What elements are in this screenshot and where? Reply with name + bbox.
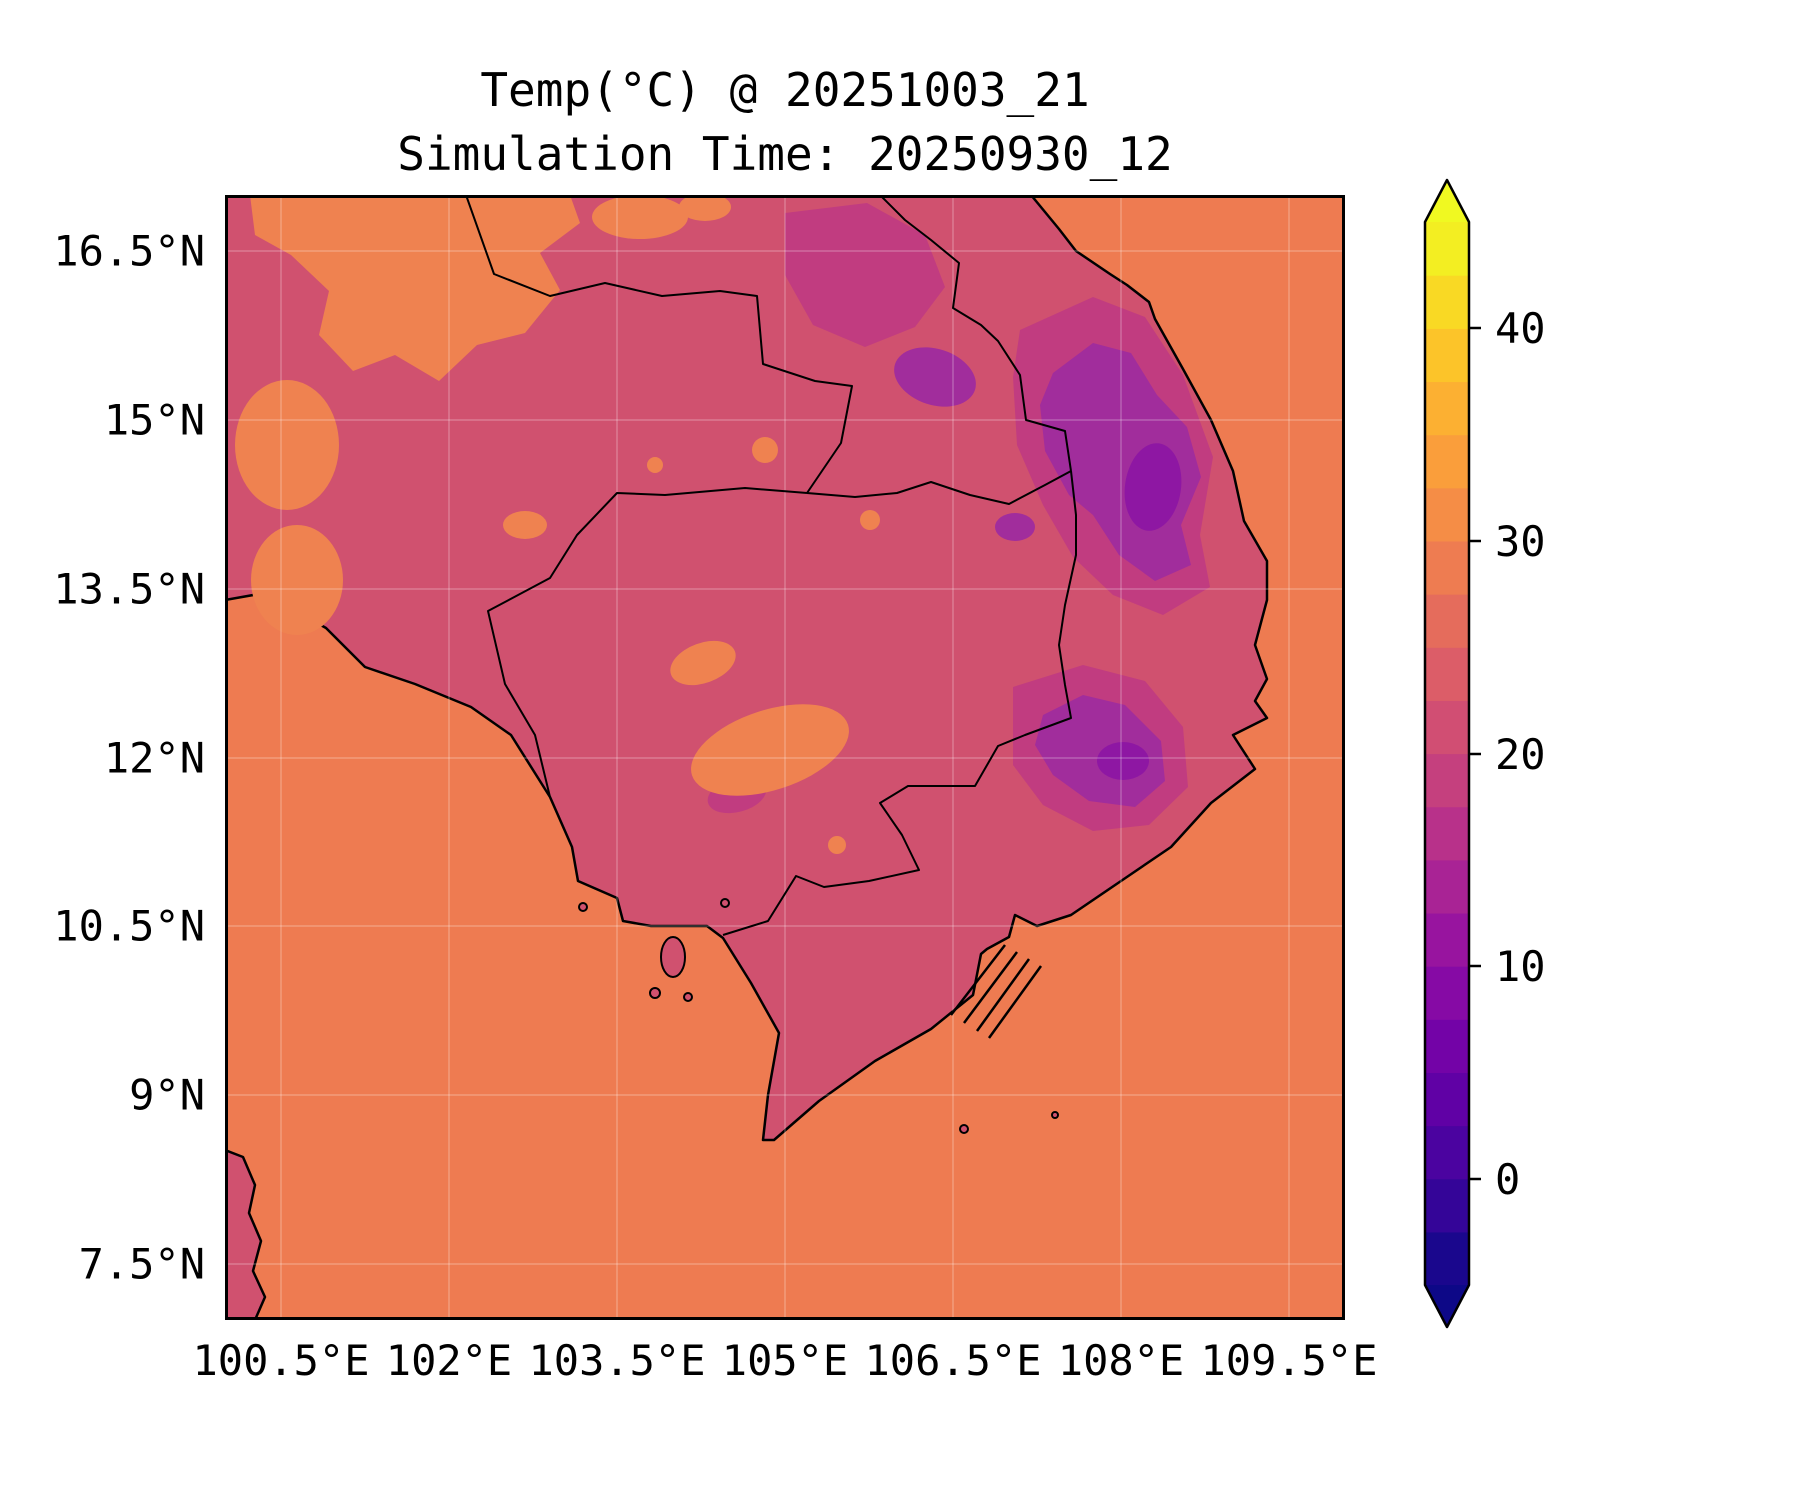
colorbar-under-arrow <box>1425 1285 1469 1327</box>
x-tick-label-3: 105°E <box>721 1336 849 1385</box>
mekong-delta-channels <box>950 944 1043 1039</box>
y-tick-label-3: 12°N <box>103 733 205 783</box>
colorbar-tick-label-40: 40 <box>1495 304 1546 353</box>
plot-title-line2: Simulation Time: 20250930_12 <box>397 127 1173 181</box>
graticule-gridlines <box>225 195 1345 1320</box>
y-tick-label-1: 15°N <box>103 395 205 445</box>
border-cambodia-laos <box>806 470 1072 505</box>
border-thailand-cambodia <box>487 487 808 798</box>
border-laos-vietnam <box>879 195 1072 472</box>
temperature-map <box>225 195 1345 1320</box>
colorbar: 40 30 20 10 0 <box>1423 178 1546 1329</box>
colorbar-tick-label-0: 0 <box>1495 1155 1520 1204</box>
island-phu-quoc <box>660 936 686 978</box>
x-tick-label-1: 102°E <box>385 1336 513 1385</box>
colorbar-ticks <box>1469 326 1481 1181</box>
islands <box>578 898 1059 1134</box>
border-thailand-laos <box>465 195 853 494</box>
x-tick-label-6: 109.5°E <box>1200 1336 1378 1385</box>
country-borders <box>465 195 1077 936</box>
colorbar-tick-label-30: 30 <box>1495 517 1546 566</box>
y-tick-label-2: 13.5°N <box>53 564 205 614</box>
colorbar-tick-label-20: 20 <box>1495 730 1546 779</box>
y-tick-label-0: 16.5°N <box>53 226 205 276</box>
y-tick-label-5: 9°N <box>129 1070 205 1120</box>
colorbar-bands <box>1425 222 1469 1286</box>
x-tick-label-4: 106.5°E <box>864 1336 1042 1385</box>
warm-orange-patches <box>235 195 880 854</box>
y-tick-label-6: 7.5°N <box>78 1239 205 1289</box>
colorbar-tick-label-10: 10 <box>1495 942 1546 991</box>
x-tick-label-2: 103.5°E <box>528 1336 706 1385</box>
landmass-peninsula <box>225 1148 267 1320</box>
axes-frame <box>225 195 1345 1320</box>
plot-title: Temp(°C) @ 20251003_21 Simulation Time: … <box>225 58 1345 186</box>
y-tick-label-4: 10.5°N <box>53 901 205 951</box>
x-tick-label-0: 100.5°E <box>192 1336 370 1385</box>
colorbar-tick-labels: 40 30 20 10 0 <box>1495 304 1546 1204</box>
colorbar-over-arrow <box>1425 180 1469 222</box>
deep-purple-cores <box>1097 443 1182 780</box>
plot-title-line1: Temp(°C) @ 20251003_21 <box>480 63 1090 117</box>
x-tick-label-5: 108°E <box>1057 1336 1185 1385</box>
border-cambodia-vietnam <box>722 470 1077 936</box>
colorbar-outline <box>1423 178 1471 1329</box>
